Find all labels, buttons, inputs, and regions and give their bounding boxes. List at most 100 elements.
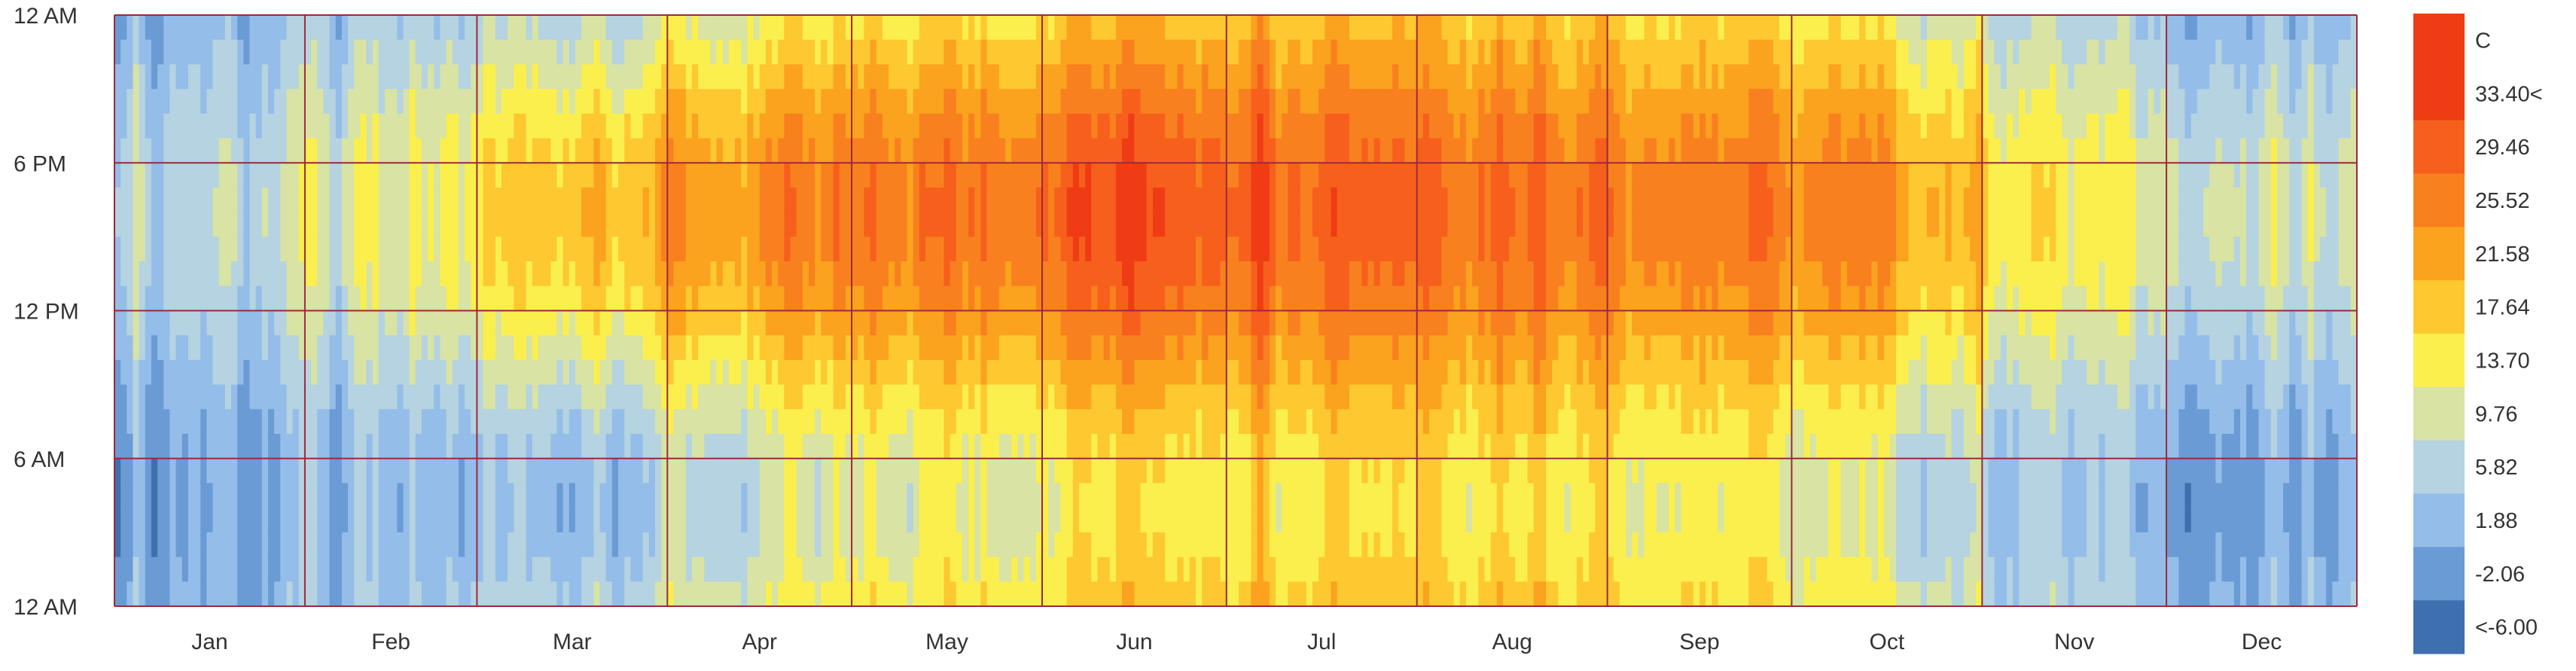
heatmap-cell bbox=[569, 384, 576, 410]
heatmap-cell bbox=[1355, 113, 1362, 139]
heatmap-cell bbox=[391, 384, 398, 410]
heatmap-cell bbox=[1171, 458, 1178, 484]
heatmap-cell bbox=[901, 285, 908, 312]
heatmap-cell bbox=[1367, 285, 1375, 312]
heatmap-cell bbox=[648, 64, 656, 90]
heatmap-cell bbox=[1183, 434, 1190, 459]
heatmap-cell bbox=[790, 384, 797, 410]
heatmap-cell bbox=[1373, 532, 1381, 558]
heatmap-cell bbox=[778, 138, 785, 163]
heatmap-cell bbox=[465, 187, 471, 213]
heatmap-cell bbox=[1029, 212, 1037, 237]
heatmap-cell bbox=[815, 384, 822, 410]
heatmap-cell bbox=[735, 261, 742, 287]
heatmap-cell bbox=[642, 64, 650, 90]
heatmap-cell bbox=[753, 64, 761, 90]
heatmap-cell bbox=[1011, 285, 1018, 312]
heatmap-cell bbox=[858, 113, 864, 139]
heatmap-cell bbox=[1011, 212, 1018, 237]
heatmap-cell bbox=[593, 508, 601, 533]
heatmap-cell bbox=[397, 335, 404, 361]
heatmap-cell bbox=[311, 163, 318, 188]
heatmap-cell bbox=[790, 138, 797, 163]
heatmap-cell bbox=[1035, 236, 1043, 262]
heatmap-cell bbox=[1152, 285, 1160, 312]
heatmap-cell bbox=[409, 15, 416, 41]
heatmap-cell bbox=[1017, 163, 1025, 188]
heatmap-cell bbox=[1005, 359, 1012, 386]
heatmap-cell bbox=[735, 508, 742, 533]
heatmap-cell bbox=[354, 384, 361, 410]
heatmap-cell bbox=[243, 212, 251, 237]
heatmap-cell bbox=[1134, 409, 1142, 435]
heatmap-cell bbox=[1035, 409, 1043, 435]
heatmap-cell bbox=[974, 458, 982, 484]
heatmap-cell bbox=[1128, 236, 1135, 262]
heatmap-cell bbox=[1325, 359, 1332, 386]
heatmap-cell bbox=[593, 163, 601, 188]
heatmap-cell bbox=[231, 532, 238, 558]
heatmap-cell bbox=[691, 384, 699, 410]
heatmap-cell bbox=[1183, 113, 1190, 139]
heatmap-cell bbox=[243, 335, 251, 361]
heatmap-cell bbox=[1202, 532, 1209, 558]
heatmap-cell bbox=[784, 285, 791, 312]
heatmap-cell bbox=[237, 310, 244, 336]
heatmap-cell bbox=[1226, 236, 1233, 262]
heatmap-cell bbox=[845, 113, 852, 139]
heatmap-cell bbox=[974, 434, 982, 459]
heatmap-cell bbox=[562, 113, 570, 139]
heatmap-cell bbox=[599, 163, 607, 188]
heatmap-cell bbox=[187, 113, 195, 139]
heatmap-cell bbox=[224, 64, 232, 90]
heatmap-cell bbox=[471, 64, 477, 90]
heatmap-cell bbox=[889, 581, 895, 607]
heatmap-cell bbox=[335, 483, 343, 508]
heatmap-cell bbox=[710, 113, 718, 139]
heatmap-cell bbox=[1220, 138, 1227, 163]
heatmap-cell bbox=[378, 557, 386, 582]
heatmap-cell bbox=[550, 64, 558, 90]
heatmap-cell bbox=[1078, 458, 1086, 484]
heatmap-cell bbox=[1023, 113, 1031, 139]
heatmap-cell bbox=[1072, 138, 1080, 163]
heatmap-cell bbox=[163, 335, 171, 361]
heatmap-cell bbox=[630, 434, 638, 459]
heatmap-cell bbox=[114, 409, 121, 435]
heatmap-cell bbox=[864, 335, 871, 361]
heatmap-cell bbox=[348, 434, 355, 459]
heatmap-cell bbox=[1373, 557, 1381, 582]
heatmap-cell bbox=[1312, 532, 1319, 558]
heatmap-cell bbox=[298, 335, 306, 361]
heatmap-cell bbox=[1177, 434, 1184, 459]
heatmap-cell bbox=[1054, 434, 1062, 459]
heatmap-cell bbox=[237, 532, 244, 558]
heatmap-cell bbox=[986, 187, 994, 213]
heatmap-cell bbox=[1282, 384, 1288, 410]
heatmap-cell bbox=[1331, 310, 1338, 336]
heatmap-cell bbox=[1306, 285, 1313, 312]
heatmap-cell bbox=[925, 64, 932, 90]
heatmap-cell bbox=[673, 138, 681, 163]
heatmap-cell bbox=[956, 458, 963, 484]
heatmap-cell bbox=[1085, 212, 1092, 237]
heatmap-cell bbox=[1379, 557, 1387, 582]
heatmap-cell bbox=[1072, 581, 1080, 607]
heatmap-cell bbox=[1245, 384, 1251, 410]
heatmap-cell bbox=[667, 483, 675, 508]
heatmap-cell bbox=[772, 89, 779, 114]
heatmap-cell bbox=[378, 138, 386, 163]
heatmap-cell bbox=[962, 384, 969, 410]
heatmap-cell bbox=[1005, 64, 1012, 90]
heatmap-cell bbox=[581, 384, 588, 410]
heatmap-cell bbox=[200, 310, 207, 336]
heatmap-cell bbox=[950, 508, 957, 533]
heatmap-cell bbox=[562, 163, 570, 188]
heatmap-cell bbox=[593, 483, 601, 508]
heatmap-cell bbox=[833, 508, 840, 533]
heatmap-cell bbox=[1214, 236, 1221, 262]
heatmap-cell bbox=[833, 64, 840, 90]
heatmap-cell bbox=[1152, 89, 1160, 114]
heatmap-cell bbox=[421, 89, 428, 114]
heatmap-cell bbox=[1263, 15, 1270, 41]
